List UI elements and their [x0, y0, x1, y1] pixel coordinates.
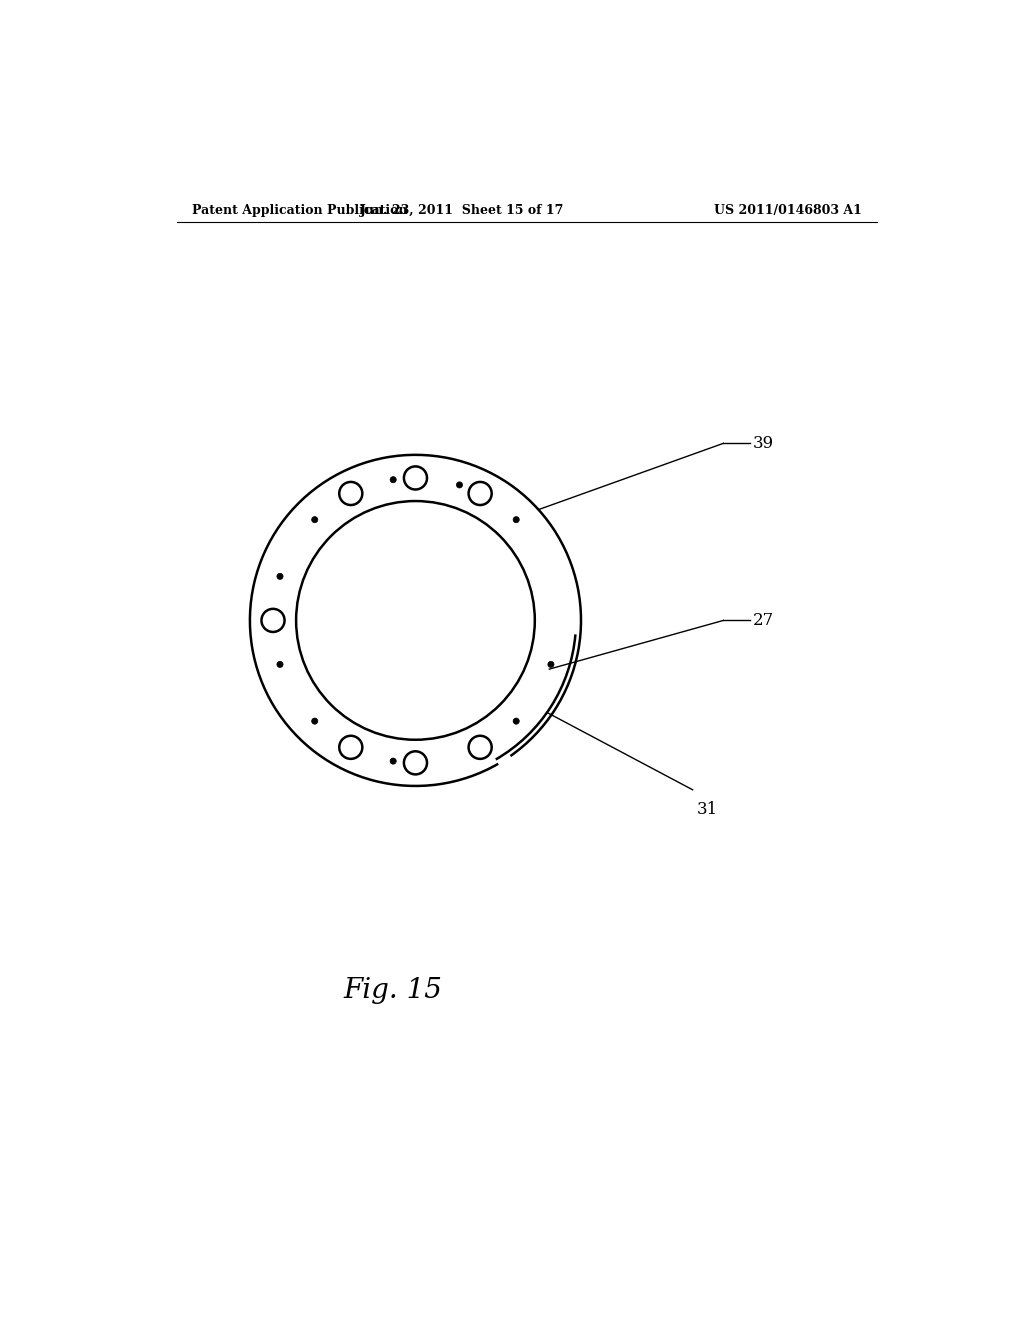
Circle shape — [548, 661, 554, 668]
Text: 39: 39 — [753, 434, 774, 451]
Circle shape — [390, 477, 396, 483]
Circle shape — [513, 516, 519, 523]
Text: Fig. 15: Fig. 15 — [343, 977, 441, 1003]
Circle shape — [276, 573, 283, 579]
Circle shape — [276, 661, 283, 668]
Circle shape — [513, 718, 519, 725]
Text: Patent Application Publication: Patent Application Publication — [193, 205, 408, 218]
Circle shape — [311, 718, 317, 725]
Text: 27: 27 — [753, 612, 774, 628]
Text: Jun. 23, 2011  Sheet 15 of 17: Jun. 23, 2011 Sheet 15 of 17 — [359, 205, 564, 218]
Circle shape — [311, 516, 317, 523]
Circle shape — [390, 758, 396, 764]
Text: US 2011/0146803 A1: US 2011/0146803 A1 — [714, 205, 862, 218]
Circle shape — [457, 482, 463, 488]
Text: 31: 31 — [696, 801, 718, 818]
